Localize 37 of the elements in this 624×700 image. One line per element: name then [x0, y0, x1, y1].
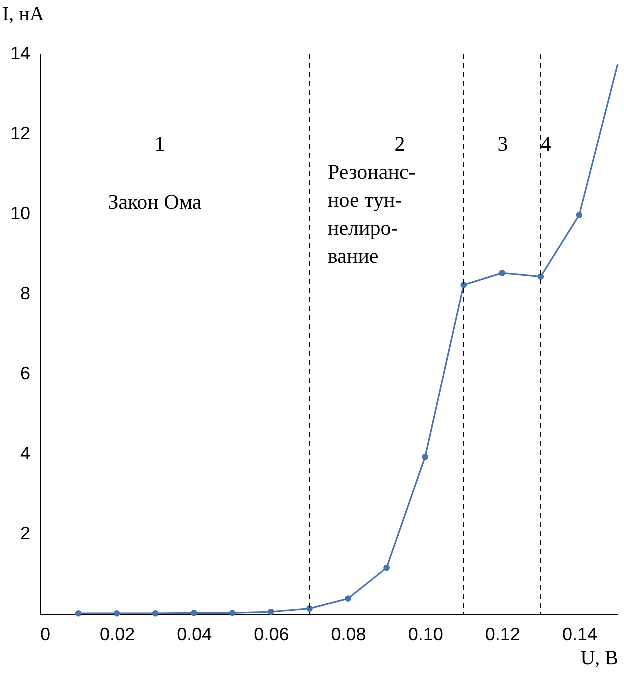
- point: [230, 610, 236, 616]
- point: [306, 606, 313, 612]
- y-tick-label: 4: [20, 444, 30, 464]
- x-tick-label: 0.04: [177, 624, 212, 644]
- x-tick-label: 0.08: [331, 624, 366, 644]
- y-axis-title: I, нА: [2, 4, 45, 26]
- x-tick-label: 0.14: [562, 624, 598, 644]
- annotation: Резонанс- ное тун- нелиро- вание: [328, 160, 416, 268]
- point: [460, 282, 468, 288]
- point: [499, 270, 506, 276]
- x-axis-title: U, В: [580, 648, 618, 670]
- point: [345, 596, 352, 602]
- y-tick-label: 6: [20, 364, 30, 384]
- x-tick-label: 0: [40, 624, 51, 644]
- y-tick-label: 2: [20, 524, 30, 544]
- annotation: 4: [540, 132, 552, 156]
- x-tick-label: 0.02: [100, 624, 136, 644]
- point: [268, 608, 274, 616]
- point: [75, 610, 82, 617]
- x-tick-label: 0.06: [254, 624, 290, 644]
- point: [384, 564, 390, 572]
- point: [538, 274, 544, 280]
- annotation: 2: [394, 132, 406, 156]
- x-tick-label: 0.12: [485, 624, 520, 644]
- y-tick-label: 14: [10, 44, 30, 64]
- point: [576, 212, 583, 218]
- annotation: Закон Ома: [108, 190, 202, 214]
- y-tick-label: 12: [10, 124, 30, 144]
- x-tick-label: 0.10: [408, 624, 444, 644]
- annotation: 3: [498, 132, 508, 156]
- annotation: 1: [154, 132, 166, 156]
- y-tick-label: 8: [20, 284, 30, 304]
- y-tick-label: 10: [10, 204, 30, 224]
- point: [422, 454, 428, 460]
- point: [152, 610, 159, 617]
- point: [114, 610, 120, 617]
- point: [190, 610, 198, 616]
